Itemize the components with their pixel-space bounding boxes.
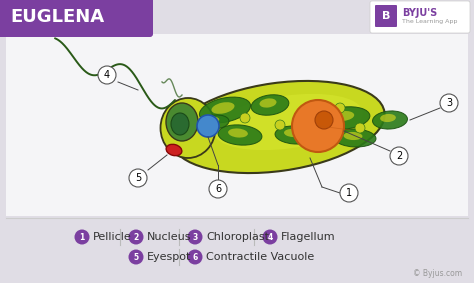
Ellipse shape <box>172 81 384 173</box>
Text: 2: 2 <box>133 233 138 241</box>
Text: Eyespot: Eyespot <box>147 252 191 262</box>
Text: 5: 5 <box>134 252 138 261</box>
Text: Contractile Vacuole: Contractile Vacuole <box>206 252 314 262</box>
FancyBboxPatch shape <box>0 0 153 37</box>
Ellipse shape <box>161 98 216 158</box>
Circle shape <box>129 169 147 187</box>
Ellipse shape <box>166 103 198 141</box>
Circle shape <box>188 250 202 265</box>
Text: 4: 4 <box>104 70 110 80</box>
Circle shape <box>209 180 227 198</box>
Ellipse shape <box>259 98 276 108</box>
Text: 5: 5 <box>135 173 141 183</box>
Circle shape <box>340 184 358 202</box>
Ellipse shape <box>207 117 219 123</box>
Circle shape <box>275 120 285 130</box>
Text: 3: 3 <box>446 98 452 108</box>
Ellipse shape <box>213 94 363 150</box>
Text: 6: 6 <box>192 252 198 261</box>
Circle shape <box>197 115 219 137</box>
Text: 1: 1 <box>346 188 352 198</box>
Circle shape <box>128 230 144 245</box>
Circle shape <box>315 111 333 129</box>
Ellipse shape <box>380 114 396 122</box>
Circle shape <box>335 103 345 113</box>
Circle shape <box>240 113 250 123</box>
Circle shape <box>315 113 325 123</box>
Ellipse shape <box>228 128 248 138</box>
Ellipse shape <box>200 97 251 123</box>
Ellipse shape <box>166 144 182 156</box>
Text: © Byjus.com: © Byjus.com <box>413 269 462 278</box>
Circle shape <box>390 147 408 165</box>
Circle shape <box>440 94 458 112</box>
Text: BYJU'S: BYJU'S <box>402 8 437 18</box>
Text: Chloroplast: Chloroplast <box>206 232 269 242</box>
Ellipse shape <box>275 126 315 144</box>
Circle shape <box>98 66 116 84</box>
Ellipse shape <box>251 95 289 115</box>
Ellipse shape <box>171 113 189 135</box>
Text: 1: 1 <box>79 233 85 241</box>
Text: 6: 6 <box>215 184 221 194</box>
Text: B: B <box>382 11 390 21</box>
Text: Nucleus: Nucleus <box>147 232 191 242</box>
FancyBboxPatch shape <box>370 1 470 33</box>
Circle shape <box>74 230 90 245</box>
Ellipse shape <box>211 102 235 114</box>
Ellipse shape <box>284 129 302 137</box>
FancyBboxPatch shape <box>375 5 397 27</box>
Text: Flagellum: Flagellum <box>281 232 336 242</box>
Circle shape <box>128 250 144 265</box>
Ellipse shape <box>334 129 376 147</box>
Text: EUGLENA: EUGLENA <box>10 8 104 26</box>
FancyBboxPatch shape <box>6 34 468 216</box>
Text: The Learning App: The Learning App <box>402 20 457 25</box>
Text: 4: 4 <box>267 233 273 241</box>
Ellipse shape <box>201 115 229 129</box>
Text: Pellicle: Pellicle <box>93 232 132 242</box>
Ellipse shape <box>373 111 408 129</box>
Text: 2: 2 <box>396 151 402 161</box>
Ellipse shape <box>320 107 370 129</box>
Circle shape <box>355 123 365 133</box>
Circle shape <box>188 230 202 245</box>
Ellipse shape <box>218 125 262 145</box>
Circle shape <box>263 230 277 245</box>
Circle shape <box>292 100 344 152</box>
Ellipse shape <box>332 111 354 121</box>
Ellipse shape <box>344 132 363 140</box>
Text: 3: 3 <box>192 233 198 241</box>
